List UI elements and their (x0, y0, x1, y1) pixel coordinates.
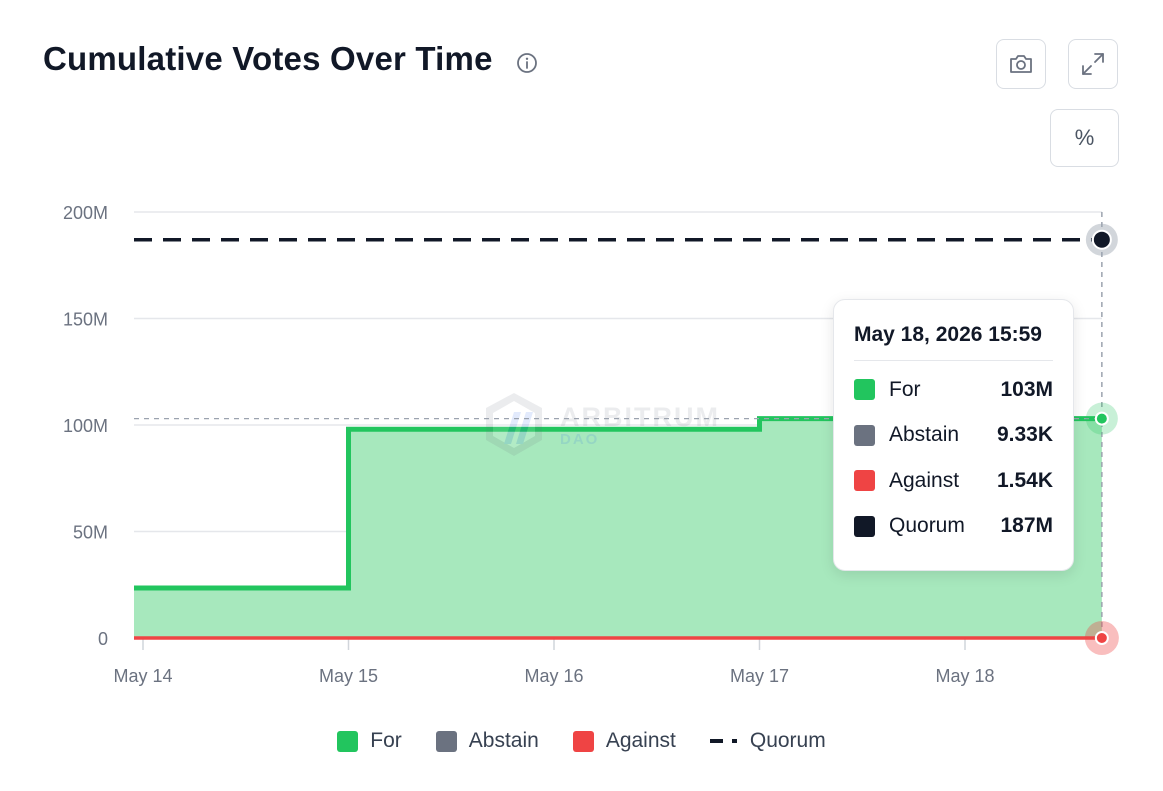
legend-label: Quorum (749, 729, 826, 752)
info-circle-icon[interactable] (516, 52, 538, 74)
watermark-text: ARBITRUM (560, 402, 720, 432)
y-tick-label: 200M (63, 203, 108, 223)
y-tick-label: 50M (73, 523, 108, 543)
markers-layer (134, 212, 1119, 655)
against-swatch (854, 470, 875, 492)
legend-item-for[interactable]: For (337, 729, 402, 753)
tooltip-label: Quorum (889, 514, 965, 538)
for-swatch (854, 379, 875, 401)
expand-button[interactable] (1068, 39, 1118, 89)
tooltip-row-quorum: Quorum 187M (854, 504, 1053, 550)
against-marker (1094, 631, 1109, 645)
arbitrum-watermark: ARBITRUM DAO (486, 393, 720, 456)
arbitrum-logo (486, 393, 542, 456)
x-tick-label: May 18 (935, 666, 994, 686)
y-tick-label: 0 (98, 629, 108, 649)
hover-tooltip: May 18, 2026 15:59 For 103M Abstain 9.33… (833, 299, 1074, 571)
tooltip-label: Abstain (889, 423, 960, 447)
legend-item-abstain[interactable]: Abstain (435, 729, 539, 753)
y-tick-label: 150M (63, 310, 108, 330)
tooltip-value: 187M (1000, 514, 1053, 538)
tooltip-date: May 18, 2026 15:59 (854, 300, 1053, 361)
tooltip-row-against: Against 1.54K (854, 458, 1053, 504)
x-tick-label: May 15 (319, 666, 378, 686)
x-tick-label: May 14 (113, 666, 172, 686)
against-swatch (572, 730, 594, 752)
expand-icon (1082, 53, 1104, 75)
tooltip-label: Against (889, 468, 960, 492)
quorum-swatch (854, 515, 875, 537)
tooltip-value: 9.33K (996, 423, 1053, 447)
percent-toggle-button[interactable]: % (1050, 109, 1119, 167)
legend-label: For (370, 729, 402, 752)
tooltip-label: For (889, 377, 921, 401)
legend-label: Abstain (468, 729, 539, 752)
for-marker (1094, 411, 1109, 426)
y-tick-label: 100M (63, 416, 108, 436)
tooltip-value: 1.54K (996, 468, 1053, 492)
abstain-swatch (854, 424, 875, 446)
x-tick-label: May 16 (524, 666, 583, 686)
watermark-subtext: DAO (560, 431, 599, 448)
dashed-line-icon (709, 739, 737, 743)
page-title: Cumulative Votes Over Time (43, 40, 493, 77)
tooltip-value: 103M (1000, 377, 1053, 401)
tooltip-row-abstain: Abstain 9.33K (854, 413, 1053, 459)
chart-legend: For Abstain Against Quorum (0, 729, 1163, 753)
tooltip-row-for: For 103M (854, 367, 1053, 413)
x-tick-label: May 17 (730, 666, 789, 686)
abstain-swatch (435, 730, 457, 752)
camera-icon (1010, 55, 1032, 73)
legend-label: Against (605, 729, 676, 752)
quorum-marker (1091, 229, 1112, 250)
screenshot-button[interactable] (996, 39, 1046, 89)
legend-item-against[interactable]: Against (572, 729, 676, 753)
for-swatch (337, 730, 359, 752)
x-axis-ticks: May 14 May 15 May 16 May 17 May 18 (113, 638, 995, 686)
y-axis-ticks: 200M 150M 100M 50M 0 (63, 203, 108, 649)
legend-item-quorum[interactable]: Quorum (709, 729, 826, 753)
